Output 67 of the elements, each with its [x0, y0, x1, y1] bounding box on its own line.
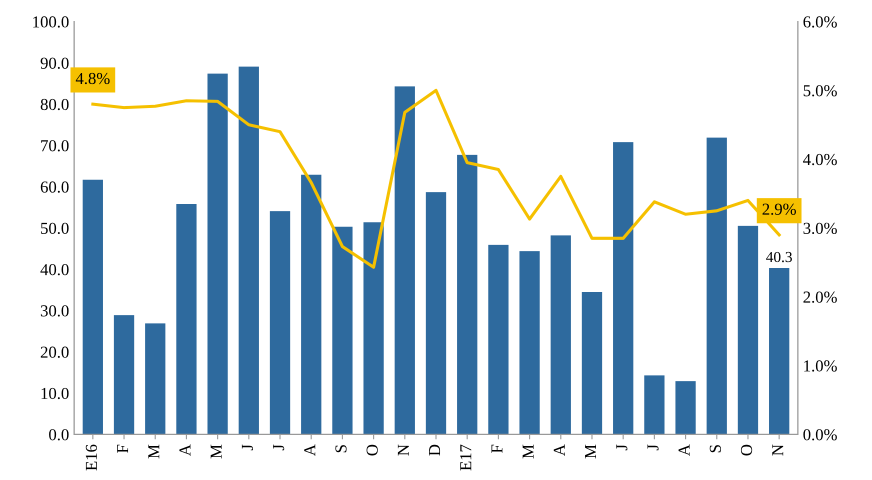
- bar: [363, 222, 384, 434]
- bar: [457, 154, 478, 434]
- data-label: 40.3: [766, 252, 792, 262]
- x-tick-label: E16: [86, 444, 98, 470]
- x-tick-label: O: [366, 444, 378, 456]
- x-tick-label: J: [616, 444, 628, 450]
- y2-tick-label: 1.0%: [804, 360, 837, 372]
- y2-tick-label: 0.0%: [803, 429, 837, 440]
- bar: [270, 211, 290, 434]
- bar: [675, 381, 696, 434]
- x-tick-label: A: [554, 444, 565, 456]
- x-tick-label: M: [522, 444, 534, 458]
- y2-tick-label: 6.0%: [803, 16, 837, 28]
- y-tick-label: 80.0: [40, 98, 69, 110]
- bar: [114, 315, 134, 434]
- bar: [176, 204, 197, 434]
- y-tick-label: 90.0: [40, 58, 69, 69]
- y-tick-label: 10.0: [42, 388, 69, 400]
- y-tick-label: 70.0: [41, 140, 69, 152]
- bar: [301, 174, 322, 434]
- bar: [738, 226, 758, 434]
- y-tick-label: 40.0: [40, 264, 69, 276]
- x-tick-label: S: [335, 445, 347, 452]
- bar: [644, 375, 665, 434]
- y2-tick-label: 5.0%: [804, 85, 837, 96]
- y-tick-label: 50.0: [41, 222, 69, 234]
- bar: [613, 142, 634, 434]
- x-tick-label: A: [678, 444, 690, 456]
- y-tick-label: 20.0: [40, 346, 69, 358]
- x-tick-label: N: [772, 444, 784, 456]
- y-tick-label: 60.0: [40, 181, 69, 193]
- x-tick-label: A: [179, 444, 190, 456]
- bar: [207, 74, 228, 434]
- bar: [769, 268, 790, 434]
- y2-tick-label: 2.0%: [803, 292, 837, 303]
- x-tick-label: O: [740, 444, 752, 456]
- bar: [238, 66, 259, 434]
- bar: [582, 292, 602, 434]
- y-tick-label: 100.0: [33, 16, 69, 28]
- bar: [394, 86, 415, 434]
- x-tick-label: N: [398, 444, 409, 456]
- x-tick-label: A: [304, 444, 316, 456]
- x-tick-label: E17: [460, 444, 472, 470]
- y2-tick-label: 4.0%: [803, 154, 837, 166]
- bar: [488, 244, 509, 434]
- y2-tick-label: 3.0%: [804, 222, 837, 234]
- y-tick-label: 0.0: [49, 429, 69, 440]
- bar: [145, 323, 166, 434]
- x-tick-label: D: [429, 444, 440, 456]
- x-tick-label: J: [273, 444, 284, 450]
- bar: [519, 251, 540, 434]
- bar: [82, 180, 103, 434]
- x-tick-label: M: [148, 444, 160, 458]
- x-tick-label: M: [210, 444, 222, 458]
- data-label: 2.9%: [762, 204, 796, 215]
- bar: [426, 192, 446, 434]
- x-tick-label: J: [242, 444, 253, 450]
- bar: [706, 138, 727, 434]
- x-tick-label: F: [491, 444, 502, 453]
- x-tick-label: F: [117, 444, 128, 453]
- bar: [332, 226, 353, 434]
- bar: [550, 235, 571, 434]
- data-label: 4.8%: [76, 72, 110, 84]
- x-tick-label: S: [710, 445, 721, 452]
- x-tick-label: M: [585, 444, 596, 458]
- y-tick-label: 30.0: [40, 305, 69, 317]
- x-tick-label: J: [647, 444, 659, 450]
